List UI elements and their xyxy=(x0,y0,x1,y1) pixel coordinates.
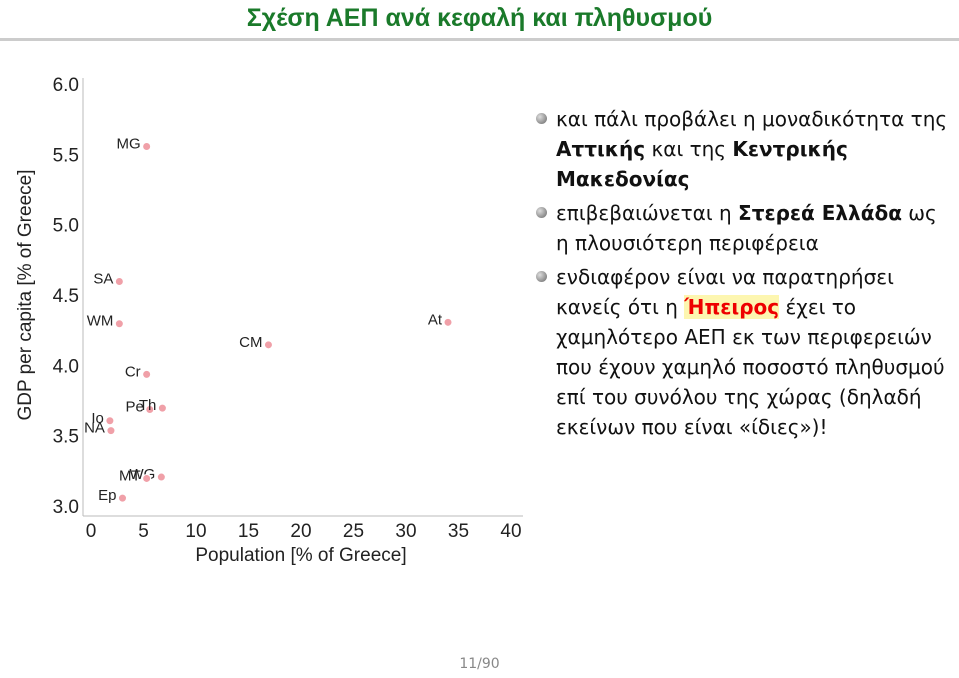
point-label: NA xyxy=(84,420,105,437)
point xyxy=(114,319,124,329)
y-tick-label: 5.5 xyxy=(53,145,79,166)
bullet: επιβεβαιώνεται η Στερεά Ελλάδα ως η πλου… xyxy=(536,198,951,258)
bullet-icon xyxy=(536,271,547,282)
y-tick-label: 4.0 xyxy=(53,356,79,377)
y-tick-label: 3.0 xyxy=(53,497,79,518)
point-label: CM xyxy=(239,334,262,351)
bullet-list: και πάλι προβάλει η μοναδικότητα της Αττ… xyxy=(536,104,951,446)
point-label: SA xyxy=(93,270,113,287)
point xyxy=(156,472,166,482)
chart: GDP per capita [% of Greece] Population … xyxy=(15,75,523,566)
point-label: Pe xyxy=(125,399,143,416)
point-label: Io xyxy=(91,410,104,427)
bullet: και πάλι προβάλει η μοναδικότητα της Αττ… xyxy=(536,104,951,194)
bullet-text: ως η πλουσιότερη περιφέρεια xyxy=(556,201,937,255)
point xyxy=(157,403,167,413)
page-number: 11/90 xyxy=(459,656,500,672)
point xyxy=(105,416,115,426)
bullet-text: και πάλι προβάλει η μοναδικότητα της xyxy=(556,107,948,131)
bullet-text: και της xyxy=(645,137,733,161)
x-tick-label: 25 xyxy=(343,521,364,542)
bullet-text: Κεντρικής Μακεδονίας xyxy=(556,137,848,191)
bullet-text: επιβεβαιώνεται η xyxy=(556,201,739,225)
y-tick-label: 4.5 xyxy=(53,286,79,307)
point xyxy=(263,340,273,350)
y-tick-label: 5.0 xyxy=(53,216,79,237)
bullet-text: Ήπειρος xyxy=(684,295,780,319)
slide-title: Σχέση ΑΕΠ ανά κεφαλή και πληθυσμού xyxy=(246,4,713,32)
x-tick-label: 20 xyxy=(290,521,311,542)
point-label: MT xyxy=(119,467,141,484)
point-label: MG xyxy=(116,135,140,152)
y-tick-label: 3.5 xyxy=(53,427,79,448)
bullet: ενδιαφέρον είναι να παρατηρήσει κανείς ό… xyxy=(536,262,951,442)
y-tick-label: 6.0 xyxy=(53,75,79,96)
x-tick-label: 0 xyxy=(86,521,97,542)
point-label: Ep xyxy=(98,487,116,504)
point xyxy=(114,277,124,287)
point xyxy=(142,141,152,151)
point xyxy=(142,369,152,379)
x-tick-label: 10 xyxy=(185,521,206,542)
point xyxy=(106,426,116,436)
bullet-icon xyxy=(536,207,547,218)
bullet-text: Στερεά Ελλάδα xyxy=(738,201,902,225)
x-tick-label: 30 xyxy=(395,521,416,542)
x-tick-label: 35 xyxy=(448,521,469,542)
x-tick-label: 15 xyxy=(238,521,259,542)
title-rule xyxy=(0,38,959,41)
x-axis-label: Population [% of Greece] xyxy=(195,545,406,566)
bullet-text: Αττικής xyxy=(556,137,646,161)
point-label: Cr xyxy=(125,363,141,380)
y-axis-label: GDP per capita [% of Greece] xyxy=(15,170,36,421)
x-tick-label: 5 xyxy=(138,521,149,542)
x-tick-label: 40 xyxy=(500,521,521,542)
point-label: At xyxy=(428,311,443,328)
point xyxy=(145,405,155,415)
bullet-text: έχει το χαμηλότερο ΑΕΠ εκ των περιφερειώ… xyxy=(556,295,945,439)
point-label: Th xyxy=(139,397,157,414)
point xyxy=(443,317,453,327)
point xyxy=(142,473,152,483)
point xyxy=(118,493,127,503)
bullet-text: ενδιαφέρον είναι να παρατηρήσει κανείς ό… xyxy=(556,265,894,319)
bullet-icon xyxy=(536,113,547,124)
point-label: WM xyxy=(87,313,114,330)
